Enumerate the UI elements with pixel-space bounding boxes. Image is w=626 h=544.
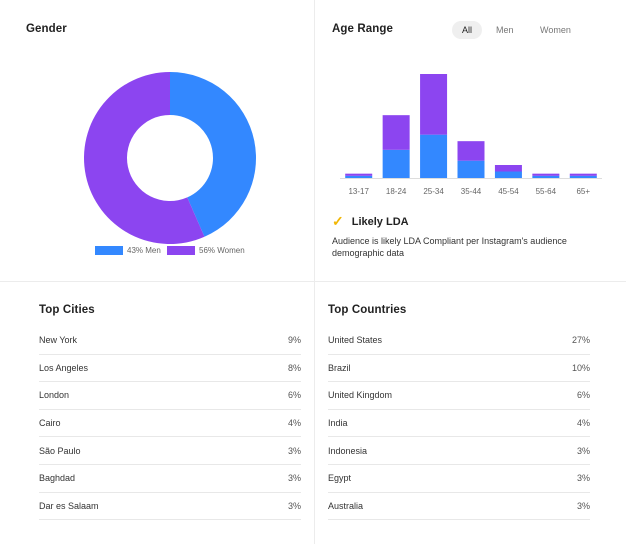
- country-name: Australia: [328, 500, 364, 511]
- country-percent: 4%: [576, 418, 590, 429]
- lda-status: ✓ Likely LDA: [332, 213, 409, 230]
- horizontal-divider: [0, 281, 626, 282]
- bar-women-55-64: [532, 173, 560, 176]
- age-range-bar-chart: 13-17 18-24 25-34 35-44 45-54 55-64 65+: [340, 74, 602, 196]
- list-item: New York 9%: [39, 327, 301, 355]
- list-item: Australia 3%: [328, 493, 590, 521]
- country-percent: 3%: [576, 473, 590, 484]
- bar-men-55-64: [532, 175, 560, 178]
- list-item: Cairo 4%: [39, 410, 301, 438]
- donut-slice-women: [83, 72, 205, 244]
- bar-women-18-24: [382, 115, 410, 150]
- bar-women-25-34: [420, 74, 448, 135]
- list-item: London 6%: [39, 382, 301, 410]
- bar-men-25-34: [420, 134, 448, 178]
- city-name: Los Angeles: [39, 362, 89, 373]
- city-percent: 4%: [287, 418, 301, 429]
- bar-men-35-44: [457, 160, 485, 178]
- top-cities-list: New York 9% Los Angeles 8% London 6% Cairo 4…: [39, 327, 301, 521]
- list-item: São Paulo 3%: [39, 437, 301, 465]
- country-percent: 3%: [576, 500, 590, 511]
- lda-label: Likely LDA: [351, 215, 409, 228]
- bar-women-13-17: [345, 173, 373, 176]
- filter-women-button[interactable]: Women: [540, 25, 571, 35]
- bar-women-35-44: [457, 141, 485, 161]
- legend-swatch-women: [167, 246, 195, 255]
- vertical-divider: [314, 0, 315, 544]
- legend-label-women: 56% Women: [199, 246, 245, 255]
- legend-men: 43% Men: [95, 246, 161, 255]
- city-name: São Paulo: [39, 445, 81, 456]
- x-tick-label: 13-17: [348, 187, 369, 196]
- country-name: Brazil: [328, 362, 351, 373]
- city-name: Dar es Salaam: [39, 500, 99, 511]
- x-tick-label: 55-64: [536, 187, 557, 196]
- bar-men-13-17: [345, 175, 373, 178]
- filter-men-button[interactable]: Men: [496, 25, 514, 35]
- city-percent: 6%: [287, 390, 301, 401]
- top-cities-title: Top Cities: [39, 304, 95, 316]
- legend-women: 56% Women: [167, 246, 245, 255]
- city-percent: 3%: [287, 445, 301, 456]
- country-percent: 10%: [571, 362, 590, 373]
- legend-swatch-men: [95, 246, 123, 255]
- list-item: Los Angeles 8%: [39, 355, 301, 383]
- bar-men-18-24: [382, 149, 410, 178]
- country-percent: 3%: [576, 445, 590, 456]
- city-percent: 3%: [287, 473, 301, 484]
- gender-title: Gender: [26, 23, 67, 35]
- city-name: Baghdad: [39, 473, 76, 484]
- country-name: United States: [328, 335, 383, 346]
- country-name: United Kingdom: [328, 390, 393, 401]
- city-percent: 3%: [287, 500, 301, 511]
- country-percent: 27%: [571, 335, 590, 346]
- age-range-title: Age Range: [332, 23, 393, 35]
- bar-men-65+: [569, 175, 597, 178]
- list-item: Baghdad 3%: [39, 465, 301, 493]
- country-name: India: [328, 418, 348, 429]
- list-item: United Kingdom 6%: [328, 382, 590, 410]
- country-percent: 6%: [576, 390, 590, 401]
- city-name: New York: [39, 335, 78, 346]
- x-tick-label: 35-44: [461, 187, 482, 196]
- legend-label-men: 43% Men: [127, 246, 161, 255]
- list-item: Dar es Salaam 3%: [39, 493, 301, 521]
- list-item: Indonesia 3%: [328, 437, 590, 465]
- donut-slice-men: [170, 72, 256, 237]
- city-percent: 8%: [287, 362, 301, 373]
- city-percent: 9%: [287, 335, 301, 346]
- gender-donut-chart: [83, 72, 256, 244]
- x-tick-label: 18-24: [386, 187, 407, 196]
- check-icon: ✓: [332, 213, 344, 229]
- country-name: Indonesia: [328, 445, 368, 456]
- x-tick-label: 65+: [576, 187, 590, 196]
- list-item: India 4%: [328, 410, 590, 438]
- city-name: Cairo: [39, 418, 61, 429]
- filter-all-button[interactable]: All: [452, 21, 483, 39]
- top-countries-title: Top Countries: [328, 304, 407, 316]
- x-tick-label: 25-34: [423, 187, 444, 196]
- lda-description: Audience is likely LDA Compliant per Ins…: [332, 236, 567, 258]
- city-name: London: [39, 390, 70, 401]
- x-tick-label: 45-54: [498, 187, 519, 196]
- list-item: Brazil 10%: [328, 355, 590, 383]
- list-item: Egypt 3%: [328, 465, 590, 493]
- bar-men-45-54: [494, 171, 522, 178]
- bar-women-65+: [569, 173, 597, 176]
- bar-women-45-54: [494, 165, 522, 172]
- list-item: United States 27%: [328, 327, 590, 355]
- country-name: Egypt: [328, 473, 352, 484]
- top-countries-list: United States 27% Brazil 10% United Kingdo…: [328, 327, 590, 521]
